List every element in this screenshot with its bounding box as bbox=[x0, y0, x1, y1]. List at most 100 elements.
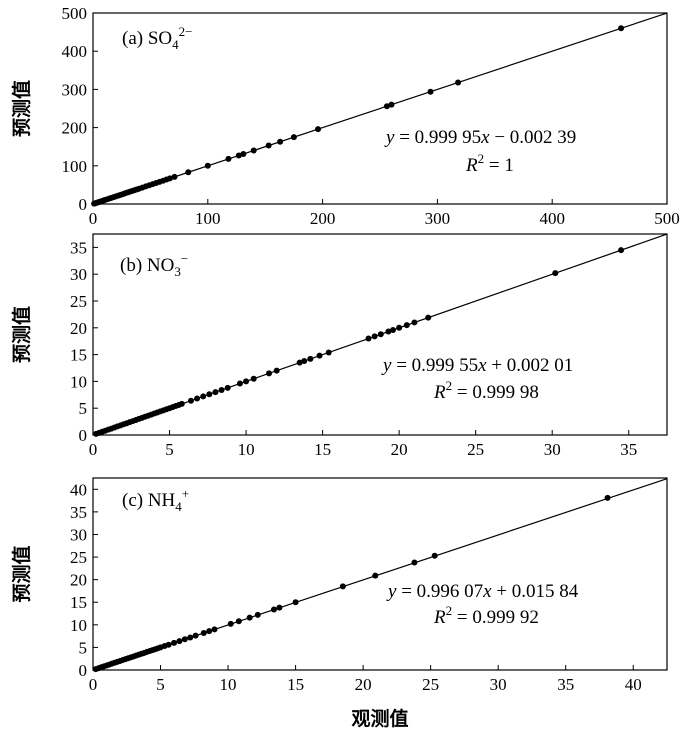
data-point bbox=[411, 559, 418, 566]
r-squared: R2 = 1 bbox=[465, 151, 514, 176]
data-point bbox=[225, 155, 232, 162]
r-squared-superscript: 2 bbox=[446, 378, 453, 393]
data-point bbox=[396, 324, 403, 331]
panel-label-main: (b) NO bbox=[120, 255, 174, 276]
x-tick-label: 5 bbox=[165, 440, 174, 459]
data-point bbox=[273, 367, 280, 374]
x-tick-label: 40 bbox=[625, 675, 642, 694]
x-tick-label: 10 bbox=[220, 675, 237, 694]
data-point bbox=[246, 614, 253, 621]
x-tick-label: 30 bbox=[490, 675, 507, 694]
x-tick-label: 35 bbox=[620, 440, 637, 459]
y-tick-label: 500 bbox=[62, 4, 88, 23]
data-point bbox=[250, 147, 257, 154]
x-tick-label: 15 bbox=[314, 440, 331, 459]
data-point bbox=[270, 606, 277, 613]
data-point bbox=[604, 494, 611, 501]
y-axis-title: 预测值 bbox=[10, 306, 33, 363]
y-tick-label: 25 bbox=[70, 548, 87, 567]
y-tick-label: 0 bbox=[79, 661, 88, 680]
panel-label-main: (c) NH bbox=[122, 490, 176, 511]
x-tick-label: 300 bbox=[425, 209, 451, 228]
plot-frame bbox=[92, 12, 668, 205]
r-squared-symbol: R bbox=[433, 382, 446, 403]
y-axis-title: 预测值 bbox=[10, 545, 33, 602]
data-point bbox=[277, 138, 284, 145]
data-point bbox=[292, 599, 299, 606]
x-tick-label: 200 bbox=[310, 209, 336, 228]
data-point bbox=[325, 349, 332, 356]
data-point bbox=[194, 395, 201, 402]
equation-slope: = 0.999 95 bbox=[394, 127, 481, 148]
x-tick-label: 400 bbox=[539, 209, 565, 228]
y-tick-label: 20 bbox=[70, 571, 87, 590]
x-tick-label: 25 bbox=[422, 675, 439, 694]
panel-label-superscript: 2− bbox=[179, 24, 193, 39]
data-point bbox=[388, 101, 395, 108]
x-tick-label: 10 bbox=[238, 440, 255, 459]
data-point bbox=[276, 604, 283, 611]
y-tick-label: 20 bbox=[70, 319, 87, 338]
r-squared-superscript: 2 bbox=[478, 151, 485, 166]
data-point bbox=[192, 632, 199, 639]
y-tick-label: 35 bbox=[70, 503, 87, 522]
data-point bbox=[254, 611, 261, 618]
data-point bbox=[200, 393, 207, 400]
r-squared: R2 = 0.999 92 bbox=[433, 603, 539, 628]
data-point bbox=[455, 79, 462, 86]
data-point bbox=[206, 628, 213, 635]
fit-line bbox=[92, 12, 668, 205]
y-tick-label: 200 bbox=[62, 119, 88, 138]
data-point bbox=[187, 397, 194, 404]
data-point bbox=[227, 620, 234, 627]
panel-label-subscript: 4 bbox=[175, 499, 182, 514]
x-tick-label: 0 bbox=[89, 209, 98, 228]
r-squared: R2 = 0.999 98 bbox=[433, 378, 539, 403]
equation-intercept: − 0.002 39 bbox=[490, 127, 577, 148]
y-tick-label: 100 bbox=[62, 157, 88, 176]
data-point bbox=[212, 389, 219, 396]
x-axis-title: 观测值 bbox=[351, 707, 408, 730]
equation-x: x bbox=[480, 127, 490, 148]
y-tick-label: 5 bbox=[79, 399, 88, 418]
data-point bbox=[307, 355, 314, 362]
data-point bbox=[204, 162, 211, 169]
y-tick-label: 0 bbox=[79, 426, 88, 445]
y-tick-label: 25 bbox=[70, 292, 87, 311]
data-point bbox=[206, 391, 213, 398]
x-tick-label: 5 bbox=[156, 675, 165, 694]
data-point bbox=[181, 636, 188, 643]
r-squared-symbol: R bbox=[433, 607, 446, 628]
data-point bbox=[425, 314, 432, 321]
data-point bbox=[296, 359, 303, 366]
data-point bbox=[165, 641, 172, 648]
regression-equation: y = 0.999 95x − 0.002 39 bbox=[384, 127, 576, 148]
data-point bbox=[243, 378, 250, 385]
data-point bbox=[211, 626, 218, 633]
y-tick-label: 400 bbox=[62, 42, 88, 61]
equation-x: x bbox=[477, 355, 487, 376]
x-tick-label: 20 bbox=[391, 440, 408, 459]
panel-label-subscript: 3 bbox=[174, 264, 181, 279]
y-tick-label: 15 bbox=[70, 346, 87, 365]
data-point bbox=[265, 142, 272, 149]
y-tick-label: 10 bbox=[70, 616, 87, 635]
data-point bbox=[176, 638, 183, 645]
x-tick-label: 30 bbox=[544, 440, 561, 459]
data-point bbox=[235, 618, 242, 625]
data-point bbox=[390, 326, 397, 333]
r-squared-superscript: 2 bbox=[446, 603, 453, 618]
data-point bbox=[178, 400, 185, 407]
y-tick-label: 5 bbox=[79, 638, 88, 657]
panel-label: (b) NO3− bbox=[120, 251, 188, 279]
y-axis-title: 预测值 bbox=[10, 80, 33, 137]
data-point bbox=[339, 583, 346, 590]
panel-label: (a) SO42− bbox=[122, 24, 192, 52]
y-tick-label: 30 bbox=[70, 525, 87, 544]
equation-y: y bbox=[381, 355, 392, 376]
panel-2: 0 5 10 15 20 25 30 35 0 5 10 15 20 25 30 35 (b) NO3− y = … bbox=[10, 233, 668, 459]
equation-x: x bbox=[482, 581, 492, 602]
